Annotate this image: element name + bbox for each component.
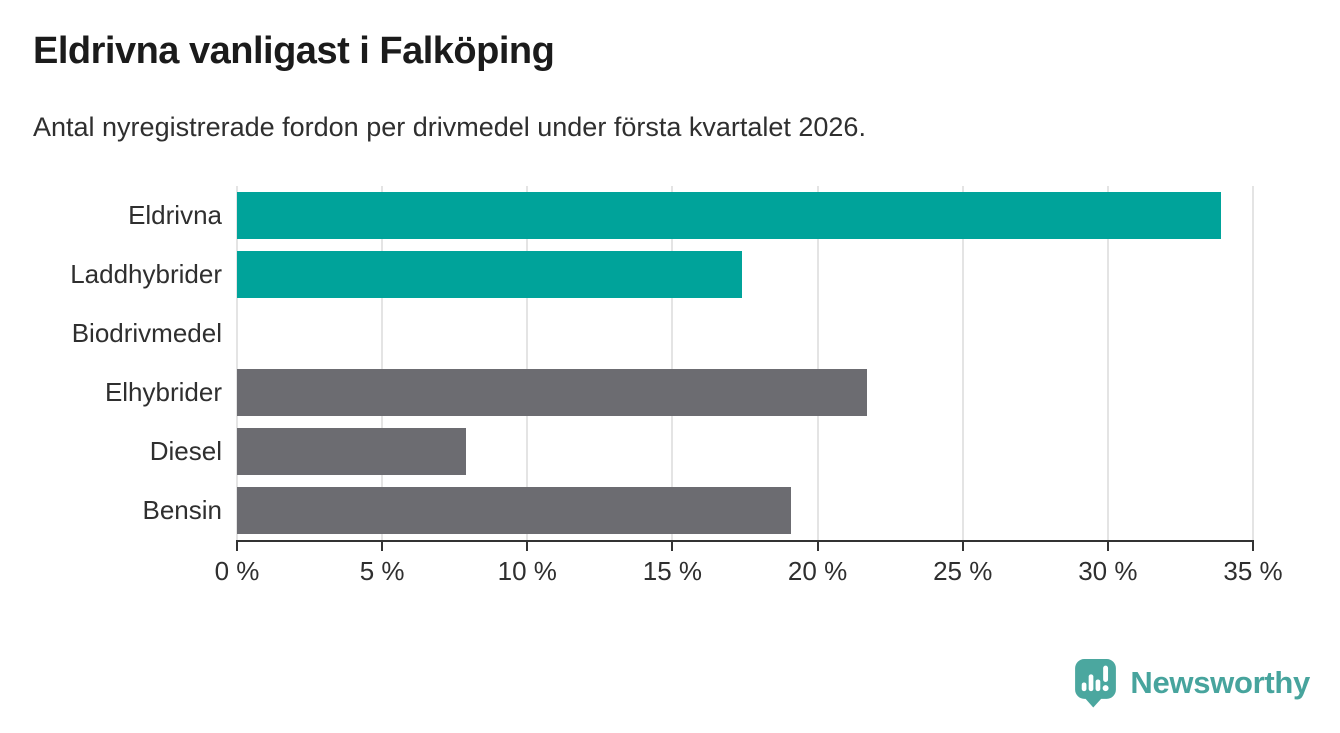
x-tick (526, 542, 529, 551)
category-label: Bensin (142, 495, 223, 525)
x-tick (671, 542, 674, 551)
logo-bar-medium (1095, 679, 1101, 692)
logo-exclamation-bar (1103, 665, 1109, 682)
bar (237, 487, 792, 534)
x-tick (1252, 542, 1254, 551)
x-tick-label: 30 % (1078, 556, 1138, 586)
x-tick-label: 10 % (497, 556, 557, 586)
gridline (1106, 186, 1109, 540)
bar (237, 369, 867, 416)
category-label: Biodrivmedel (71, 318, 222, 348)
x-tick (961, 542, 964, 551)
x-tick (816, 542, 819, 551)
gridline (816, 186, 819, 540)
gridline (381, 186, 384, 540)
x-tick (236, 542, 238, 551)
chart-title: Eldrivna vanligast i Falköping (33, 30, 555, 72)
x-tick (381, 542, 384, 551)
x-tick-label: 35 % (1223, 556, 1283, 586)
x-axis-line (236, 540, 1254, 542)
x-tick-label: 15 % (642, 556, 703, 586)
category-label: Laddhybrider (70, 259, 222, 289)
x-tick-label: 25 % (933, 556, 993, 586)
bar (237, 192, 1222, 239)
chart-subtitle: Antal nyregistrerade fordon per drivmede… (33, 112, 866, 142)
gridline (236, 186, 238, 540)
plot-area: Eldrivna Laddhybrider Biodrivmedel Elhybrid… (70, 186, 1283, 586)
gridline (961, 186, 964, 540)
logo-bar-small (1082, 682, 1087, 692)
logo-bar-tall (1089, 674, 1094, 692)
branding-footer: Newsworthy (1073, 657, 1310, 708)
x-tick-label: 0 % (214, 556, 260, 586)
gridline (526, 186, 529, 540)
x-tick (1106, 542, 1109, 551)
bar (237, 251, 743, 298)
gridline (1252, 186, 1254, 540)
newsworthy-logo-text: Newsworthy (1130, 664, 1310, 700)
gridline (671, 186, 674, 540)
category-label: Elhybrider (104, 377, 222, 407)
x-tick-label: 20 % (787, 556, 848, 586)
category-label: Diesel (149, 436, 222, 466)
bar (237, 428, 467, 475)
newsworthy-logo-icon (1075, 659, 1117, 708)
x-tick-label: 5 % (359, 556, 405, 586)
category-label: Eldrivna (128, 200, 222, 230)
logo-exclamation-dot (1103, 685, 1109, 692)
